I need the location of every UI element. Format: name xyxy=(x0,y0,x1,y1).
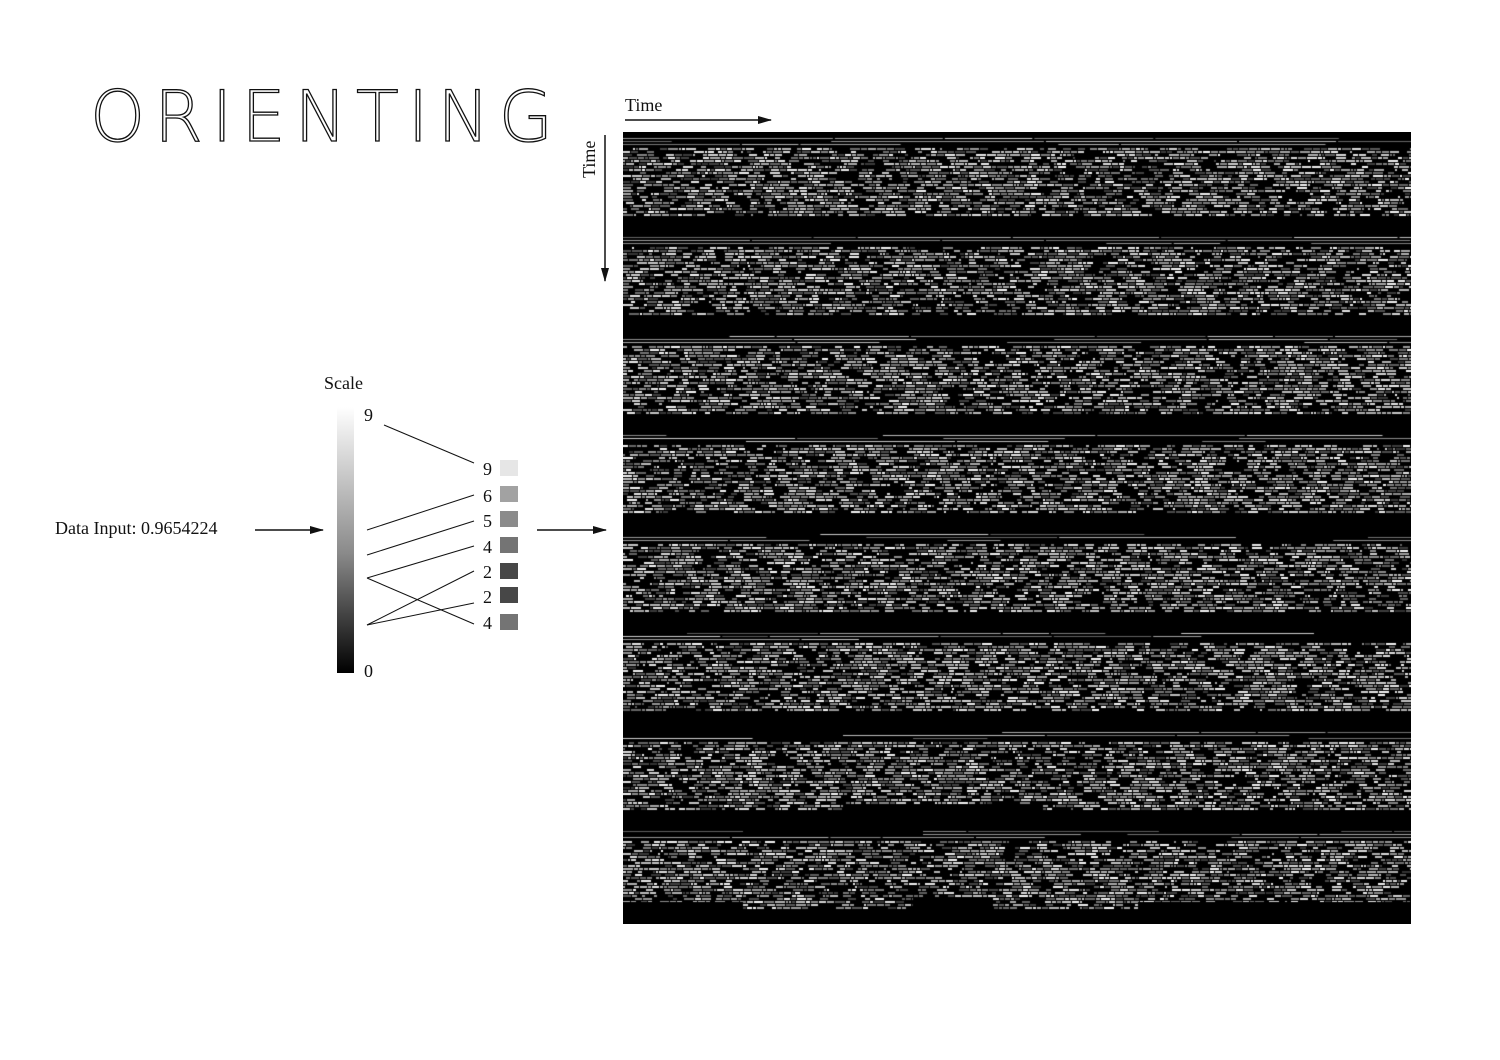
output-swatch xyxy=(500,511,518,527)
output-value-label: 2 xyxy=(483,587,492,607)
output-value-label: 6 xyxy=(483,486,492,506)
mapping-line xyxy=(366,570,475,626)
output-value-label: 4 xyxy=(483,537,492,557)
output-swatch xyxy=(500,460,518,476)
time-axis-horizontal-label: Time xyxy=(625,95,663,115)
mapping-line xyxy=(366,520,475,556)
output-swatch xyxy=(500,563,518,579)
mapping-line xyxy=(366,545,475,579)
scale-label: Scale xyxy=(324,373,363,393)
output-value-label: 2 xyxy=(483,562,492,582)
mapping-lines xyxy=(366,424,475,626)
scale-gradient-bar xyxy=(337,407,354,673)
output-value-label: 5 xyxy=(483,511,492,531)
output-swatch xyxy=(500,486,518,502)
mapping-line xyxy=(366,602,475,626)
output-value-label: 4 xyxy=(483,613,492,633)
page-title: ORIENTING xyxy=(89,76,562,158)
mapping-line xyxy=(366,577,475,625)
scale-max-label: 9 xyxy=(364,405,373,425)
output-swatch xyxy=(500,587,518,603)
scale-min-label: 0 xyxy=(364,661,373,681)
output-value-label: 9 xyxy=(483,459,492,479)
time-matrix-visualization xyxy=(623,132,1411,924)
mapping-line xyxy=(366,494,475,531)
time-axis-vertical-label: Time xyxy=(579,140,599,178)
data-input-label: Data Input: 0.9654224 xyxy=(55,518,218,538)
output-swatch xyxy=(500,614,518,630)
mapping-line xyxy=(383,424,475,464)
output-swatch xyxy=(500,537,518,553)
